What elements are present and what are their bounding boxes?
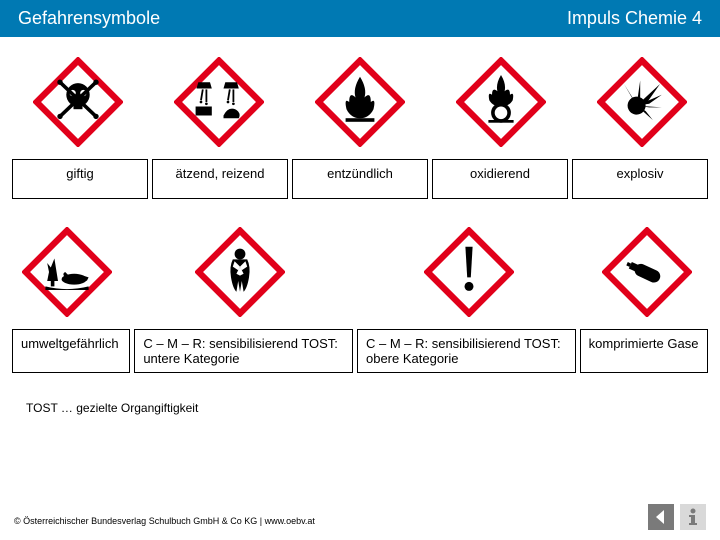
book-title: Impuls Chemie 4 bbox=[567, 8, 702, 29]
hazard-flame bbox=[294, 57, 427, 147]
label-cmr-obere: C – M – R: sensibilisierend TOST: obere … bbox=[357, 329, 576, 373]
exclamation-icon bbox=[424, 227, 514, 317]
gas-cylinder-icon bbox=[602, 227, 692, 317]
hazard-oxidizer bbox=[434, 57, 567, 147]
label-entzuendlich: entzündlich bbox=[292, 159, 428, 199]
content: giftig ätzend, reizend entzündlich oxidi… bbox=[0, 37, 720, 415]
info-icon bbox=[680, 504, 706, 530]
hazard-environment bbox=[12, 227, 122, 317]
copyright: © Österreichischer Bundesverlag Schulbuc… bbox=[14, 516, 315, 526]
info-button[interactable] bbox=[680, 504, 706, 530]
label-giftig: giftig bbox=[12, 159, 148, 199]
health-hazard-icon bbox=[195, 227, 285, 317]
page-title: Gefahrensymbole bbox=[18, 8, 160, 29]
hazard-corrosion bbox=[153, 57, 286, 147]
hazard-skull bbox=[12, 57, 145, 147]
label-row-2: umweltgefährlich C – M – R: sensibilisie… bbox=[12, 329, 708, 373]
environment-icon bbox=[22, 227, 112, 317]
flame-over-circle-icon bbox=[456, 57, 546, 147]
nav-icons bbox=[648, 504, 706, 530]
back-button[interactable] bbox=[648, 504, 674, 530]
hazard-exclamation bbox=[358, 227, 578, 317]
label-explosiv: explosiv bbox=[572, 159, 708, 199]
hazard-health bbox=[130, 227, 350, 317]
label-gase: komprimierte Gase bbox=[580, 329, 708, 373]
label-row-1: giftig ätzend, reizend entzündlich oxidi… bbox=[12, 159, 708, 199]
hazard-gas bbox=[587, 227, 708, 317]
skull-icon bbox=[33, 57, 123, 147]
label-oxidierend: oxidierend bbox=[432, 159, 568, 199]
label-aetzend: ätzend, reizend bbox=[152, 159, 288, 199]
label-umwelt: umweltgefährlich bbox=[12, 329, 130, 373]
explosion-icon bbox=[597, 57, 687, 147]
symbol-row-1 bbox=[12, 57, 708, 153]
hazard-explosive bbox=[575, 57, 708, 147]
label-cmr-untere: C – M – R: sensibilisierend TOST: untere… bbox=[134, 329, 353, 373]
corrosion-icon bbox=[174, 57, 264, 147]
flame-icon bbox=[315, 57, 405, 147]
back-icon bbox=[648, 504, 674, 530]
footnote: TOST … gezielte Organgiftigkeit bbox=[26, 401, 708, 415]
header: Gefahrensymbole Impuls Chemie 4 bbox=[0, 0, 720, 37]
symbol-row-2 bbox=[12, 227, 708, 323]
